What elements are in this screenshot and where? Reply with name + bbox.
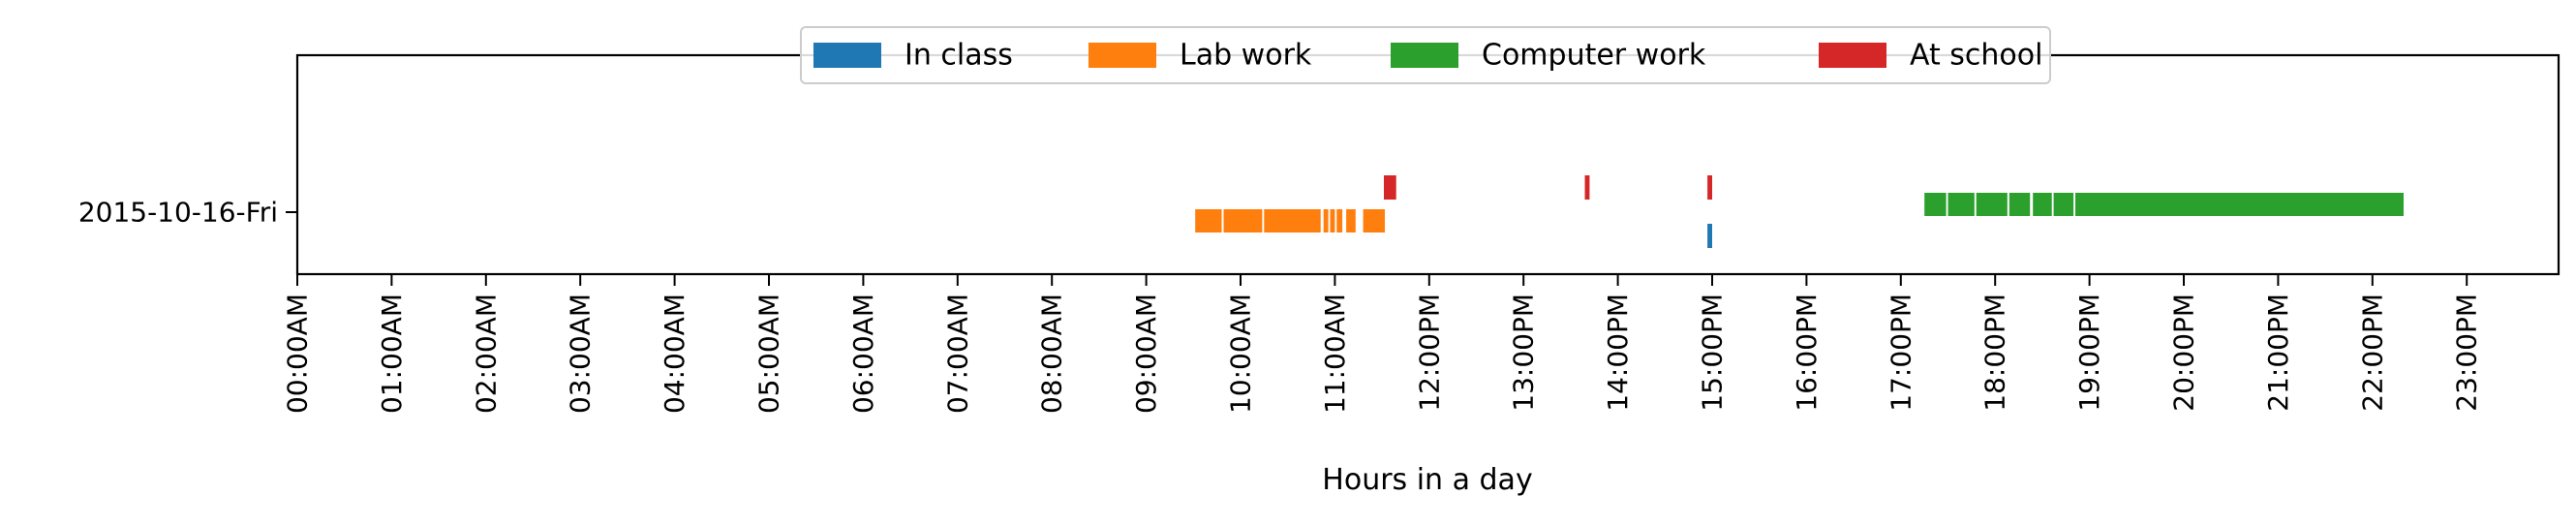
legend: In class Lab work Computer work At school [800,26,2051,84]
x-tick-label: 12:00PM [1413,294,1445,412]
interval-bar [1323,209,1329,232]
x-tick-label: 22:00PM [2356,294,2388,412]
interval-bar [1707,175,1712,200]
x-tick-label: 19:00PM [2073,294,2105,412]
x-tick-label: 01:00AM [376,294,408,414]
interval-bar [1363,209,1385,232]
interval-bar [2009,193,2031,216]
interval-bar [1264,209,1321,232]
interval-bar [1346,209,1356,232]
y-tick-label: 2015-10-16-Fri [78,197,278,229]
legend-label: At school [1910,39,2042,73]
plot-frame [295,53,2561,276]
legend-item: Computer work [1391,39,1706,73]
x-tick-label: 17:00PM [1885,294,1917,412]
x-tick-label: 02:00AM [470,294,502,414]
interval-bar [1195,209,1222,232]
interval-bar [1947,193,1975,216]
legend-label: In class [905,39,1013,73]
interval-bar [1336,209,1343,232]
x-tick-label: 10:00AM [1225,294,1257,414]
legend-item: In class [813,39,1013,73]
x-tick-label: 13:00PM [1508,294,1540,412]
interval-bar [1330,209,1335,232]
y-axis: 2015-10-16-Fri [78,197,297,229]
x-tick-label: 15:00PM [1697,294,1729,412]
legend-label: Computer work [1482,39,1706,73]
series-computer-work [1924,193,2404,216]
legend-label: Lab work [1180,39,1312,73]
legend-swatch [813,43,881,68]
interval-bar [2053,193,2074,216]
x-tick-label: 03:00AM [565,294,597,414]
interval-bar [1223,209,1263,232]
x-tick-label: 08:00AM [1036,294,1068,414]
x-tick-label: 16:00PM [1791,294,1823,412]
interval-bar [2075,193,2404,216]
x-tick-label: 04:00AM [659,294,690,414]
series-lab-work [1195,209,1385,232]
series-at-school [1384,175,1712,200]
interval-bar [2033,193,2052,216]
x-tick-label: 07:00AM [941,294,973,414]
legend-item: Lab work [1089,39,1312,73]
interval-bar [1924,193,1947,216]
x-tick-label: 09:00AM [1130,294,1162,414]
x-tick-label: 23:00PM [2451,294,2483,412]
chart-marks [1195,175,2404,248]
interval-bar [1584,175,1590,200]
interval-bar [1976,193,2008,216]
x-tick-label: 14:00PM [1602,294,1634,412]
x-tick-label: 11:00AM [1319,294,1351,414]
x-axis: 00:00AM 01:00AM 02:00AM 03:00AM 04:00AM 05:00… [282,274,2483,414]
x-tick-label: 18:00PM [1979,294,2011,412]
x-tick-label: 20:00PM [2168,294,2200,412]
x-tick-label: 05:00AM [753,294,785,414]
interval-bar [1384,175,1396,200]
series-in-class [1707,224,1712,248]
legend-swatch [1089,43,1156,68]
x-tick-label: 21:00PM [2262,294,2294,412]
x-tick-label: 00:00AM [282,294,314,414]
x-axis-label: Hours in a day [1322,463,1532,497]
legend-swatch [1391,43,1458,68]
legend-item: At school [1819,39,2042,73]
x-tick-label: 06:00AM [847,294,879,414]
interval-bar [1707,224,1712,248]
legend-swatch [1819,43,1886,68]
